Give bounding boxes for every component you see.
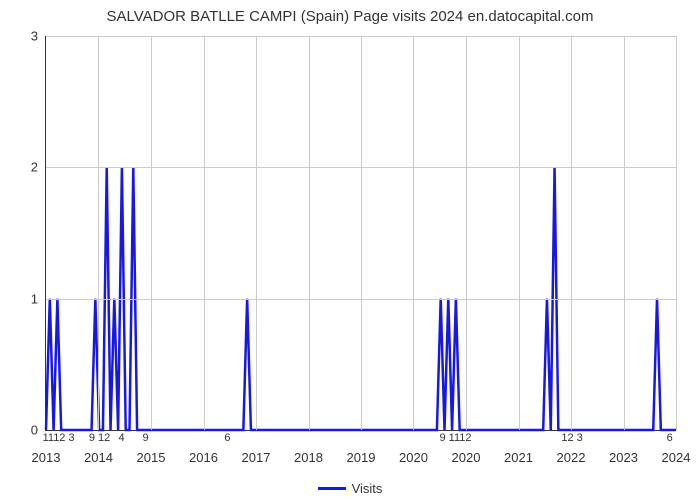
x-major-label: 2019 [347,450,376,465]
legend-swatch [318,487,346,490]
x-major-label: 2023 [609,450,638,465]
gridline-v [204,36,205,430]
chart-container: SALVADOR BATLLE CAMPI (Spain) Page visit… [0,0,700,500]
x-major-label: 2020 [452,450,481,465]
gridline-v [98,36,99,430]
y-tick-label: 1 [31,291,46,306]
gridline-v [624,36,625,430]
chart-title: SALVADOR BATLLE CAMPI (Spain) Page visit… [0,8,700,25]
x-minor-label: 1112 3 [43,432,75,444]
x-minor-label: 9 12 [89,432,110,444]
x-major-label: 2022 [557,450,586,465]
x-major-label: 2024 [662,450,691,465]
x-minor-label: 9 1112 [439,432,471,444]
x-minor-label: 6 [667,432,673,444]
gridline-v [413,36,414,430]
x-major-label: 2020 [399,450,428,465]
x-major-label: 2018 [294,450,323,465]
x-minor-label: 12 3 [561,432,582,444]
x-major-label: 2013 [32,450,61,465]
gridline-v [519,36,520,430]
x-minor-label: 6 [224,432,230,444]
plot-area: 0123201320142015201620172018201920202020… [45,36,676,431]
x-major-label: 2014 [84,450,113,465]
x-major-label: 2017 [242,450,271,465]
gridline-v [466,36,467,430]
y-tick-label: 2 [31,160,46,175]
legend-label: Visits [352,481,383,496]
x-minor-label: 4 [119,432,125,444]
gridline-v [151,36,152,430]
gridline-v [256,36,257,430]
gridline-v [361,36,362,430]
x-major-label: 2015 [137,450,166,465]
y-tick-label: 3 [31,29,46,44]
x-major-label: 2021 [504,450,533,465]
gridline-v [676,36,677,430]
legend: Visits [0,478,700,496]
x-minor-label: 9 [142,432,148,444]
gridline-v [309,36,310,430]
gridline-v [571,36,572,430]
x-major-label: 2016 [189,450,218,465]
